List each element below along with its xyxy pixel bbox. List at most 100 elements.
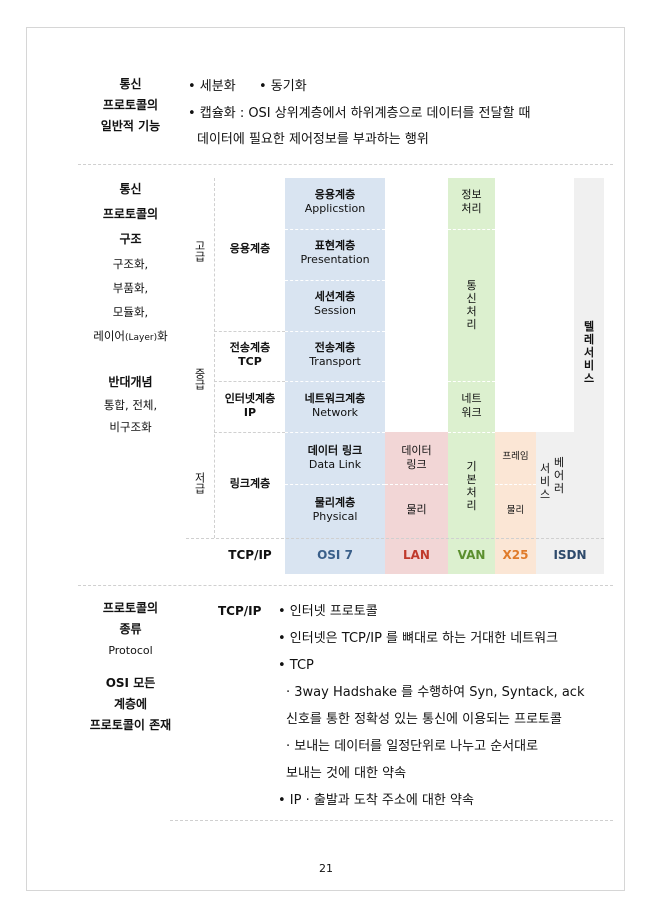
footer-text: ISDN xyxy=(553,548,587,562)
desc-line: 신호를 통한 정확성 있는 통신에 이용되는 프로토콜 xyxy=(286,712,562,727)
layer-en: Transport xyxy=(309,355,361,368)
tcpip-transport-layer: 전송계층 TCP xyxy=(216,341,284,369)
divider xyxy=(78,585,613,586)
van-text: 통 xyxy=(466,279,477,292)
opposite-item: 통합, 전체, xyxy=(103,398,158,412)
label-line: 프로토콜의 xyxy=(102,601,159,615)
footer-text: VAN xyxy=(457,548,486,562)
van-network: 네트 워크 xyxy=(448,392,495,420)
footer-text: X25 xyxy=(502,548,529,562)
footer-tcpip: TCP/IP xyxy=(216,548,284,562)
isdn-column xyxy=(536,432,574,574)
tcpip-application-layer: 응용계층 xyxy=(216,242,284,256)
isdn-text: 스 xyxy=(539,488,551,501)
lan-physical: 물리 xyxy=(385,503,448,517)
isdn-text: 어 xyxy=(553,469,565,482)
layer-name: 표현계층 xyxy=(314,239,356,252)
level-low: 저급 xyxy=(193,472,207,494)
desc-line: • TCP xyxy=(278,658,314,673)
divider xyxy=(214,178,215,538)
x25-column xyxy=(495,432,536,574)
feature-item: 모듈화, xyxy=(112,305,149,319)
desc-line: · 보내는 데이터를 일정단위로 나누고 순서대로 xyxy=(286,739,539,754)
x25-text: 물리 xyxy=(506,505,525,516)
protocol-types-label: 프로토콜의 종류 Protocol OSI 모든 계층에 프로토콜이 존재 xyxy=(78,598,183,736)
bullet-synchronization: • 동기화 xyxy=(259,79,307,94)
tele-text: 텔 xyxy=(583,320,595,333)
footer-van: VAN xyxy=(448,548,495,562)
level-text: 저급 xyxy=(193,472,206,494)
protocol-name: IP xyxy=(243,406,257,419)
lan-text: 링크 xyxy=(406,458,427,471)
layer-name: 데이터 링크 xyxy=(307,444,363,457)
desc-line: • IP · 출발과 도착 주소에 대한 약속 xyxy=(278,793,474,808)
layer-en: Data Link xyxy=(308,458,362,471)
lan-column xyxy=(385,432,448,574)
van-text: 본 xyxy=(466,473,477,486)
tele-text: 비 xyxy=(583,359,595,372)
divider xyxy=(214,381,285,382)
van-text: 정보 xyxy=(461,188,482,201)
divider xyxy=(285,280,385,281)
encapsulation-continued: 데이터에 필요한 제어정보를 부과하는 행위 xyxy=(197,132,429,147)
label-line: 프로토콜의 xyxy=(102,98,159,112)
tele-text: 서 xyxy=(583,346,595,359)
footer-lan: LAN xyxy=(385,548,448,562)
desc-line: • 인터넷 프로토콜 xyxy=(278,604,378,619)
van-text: 리 xyxy=(466,499,477,512)
isdn-text: 러 xyxy=(553,482,565,495)
tele-text: 스 xyxy=(583,372,595,385)
label-line: 일반적 기능 xyxy=(100,119,161,133)
divider xyxy=(285,331,385,332)
protocol-description: • 인터넷 프로토콜 • 인터넷은 TCP/IP 를 뼈대로 하는 거대한 네트… xyxy=(278,604,618,820)
tele-text: 레 xyxy=(583,333,595,346)
desc-line: · 3way Hadshake 를 수행하여 Syn, Syntack, ack xyxy=(286,685,585,700)
section-general-functions: 통신 프로토콜의 일반적 기능 • 세분화 • 동기화 • 캡슐화 : OSI … xyxy=(78,62,618,162)
label-line: 계층에 xyxy=(113,697,148,711)
osi-layer-2: 데이터 링크 Data Link xyxy=(285,444,385,472)
layer-suffix: 화 xyxy=(157,329,168,343)
footer-osi7: OSI 7 xyxy=(285,548,385,562)
tcpip-internet-layer: 인터넷계층 IP xyxy=(216,392,284,420)
desc-line: 보내는 것에 대한 약속 xyxy=(286,766,407,781)
layer-name: 네트워크계층 xyxy=(304,392,366,405)
layer-name: 물리계층 xyxy=(314,496,356,509)
layer-name: 응용계층 xyxy=(314,188,356,201)
osi-layer-3: 네트워크계층 Network xyxy=(285,392,385,420)
layer-en: Network xyxy=(312,406,358,419)
x25-text: 프레임 xyxy=(502,451,529,462)
divider xyxy=(285,381,385,382)
bullet-encapsulation: • 캡슐화 : OSI 상위계층에서 하위계층으로 데이터를 전달할 때 xyxy=(188,106,531,121)
lan-text: 물리 xyxy=(406,503,427,516)
divider xyxy=(214,432,285,433)
van-text: 네트 xyxy=(461,392,482,405)
divider xyxy=(214,331,285,332)
layer-en: Presentation xyxy=(300,253,370,266)
label-line: 통신 xyxy=(119,182,142,196)
desc-line: • 인터넷은 TCP/IP 를 뼈대로 하는 거대한 네트워크 xyxy=(278,631,559,646)
layer-name: 세션계층 xyxy=(314,290,356,303)
divider xyxy=(78,164,613,165)
layer-name: 응용계층 xyxy=(229,242,271,255)
layer-en: Session xyxy=(314,304,356,317)
van-text: 기 xyxy=(466,460,477,473)
level-text: 고급 xyxy=(193,240,206,262)
label-line: 종류 xyxy=(119,622,142,636)
van-basic-processing: 기 본 처 리 xyxy=(448,460,495,512)
osi-layer-5: 세션계층 Session xyxy=(285,290,385,318)
isdn-text: 베 xyxy=(553,456,565,469)
isdn-text: 서 xyxy=(539,462,551,475)
level-text: 중급 xyxy=(193,368,206,390)
divider xyxy=(285,484,385,485)
lan-datalink: 데이터 링크 xyxy=(385,444,448,472)
divider xyxy=(170,820,613,821)
divider xyxy=(495,484,536,485)
divider xyxy=(448,432,495,433)
layer-name: 전송계층 xyxy=(229,341,271,354)
lan-text: 데이터 xyxy=(401,444,432,457)
general-functions-label: 통신 프로토콜의 일반적 기능 xyxy=(78,74,183,137)
osi-layer-4: 전송계층 Transport xyxy=(285,341,385,369)
tele-column xyxy=(574,178,604,574)
structure-label: 통신 프로토콜의 구조 구조화, 부품화, 모듈화, 레이어(Layer)화 반… xyxy=(78,177,183,438)
level-high: 고급 xyxy=(193,240,207,262)
